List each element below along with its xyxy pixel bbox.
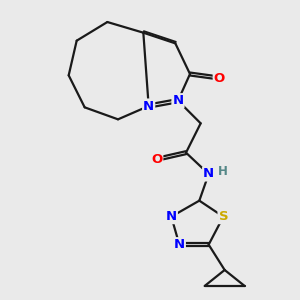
Text: N: N xyxy=(166,210,177,223)
Text: H: H xyxy=(218,165,227,178)
Text: N: N xyxy=(203,167,214,181)
Text: N: N xyxy=(172,94,184,107)
Text: S: S xyxy=(218,210,228,223)
Text: O: O xyxy=(151,153,162,166)
Text: O: O xyxy=(214,71,225,85)
Text: N: N xyxy=(143,100,154,112)
Text: N: N xyxy=(174,238,185,251)
